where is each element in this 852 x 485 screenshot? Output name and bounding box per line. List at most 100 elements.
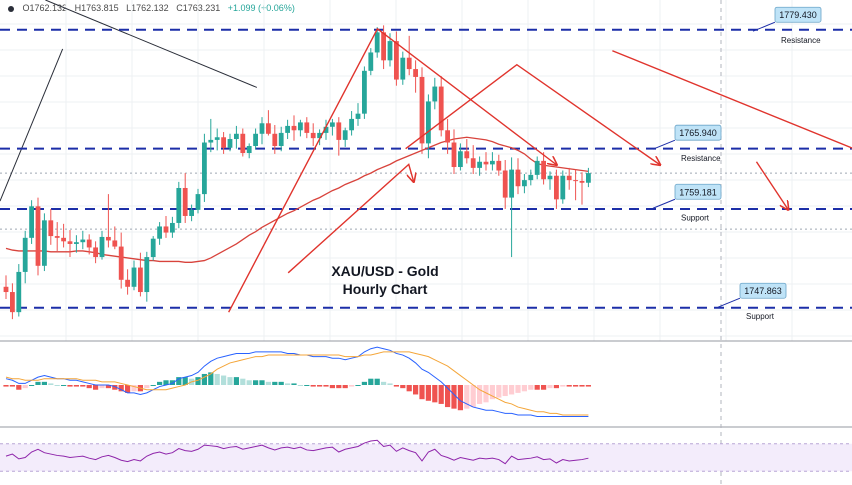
macd-histogram-bar bbox=[67, 385, 73, 387]
macd-histogram-bar bbox=[22, 385, 28, 389]
price-label-value: 1779.430 bbox=[779, 10, 817, 20]
candle bbox=[227, 133, 233, 152]
ohlc-high: H1763.815 bbox=[74, 3, 119, 13]
candle-body bbox=[451, 142, 457, 168]
macd-histogram-bar bbox=[502, 385, 508, 397]
macd-histogram-bar bbox=[381, 381, 387, 385]
candle bbox=[86, 234, 92, 255]
macd-histogram-bar bbox=[9, 385, 15, 387]
candle-body bbox=[99, 236, 105, 258]
candle-body bbox=[579, 180, 585, 183]
candle bbox=[298, 119, 303, 137]
candle bbox=[125, 269, 130, 295]
macd-histogram-bar bbox=[285, 383, 291, 385]
candle-body bbox=[291, 125, 297, 131]
price-label-value: 1759.181 bbox=[679, 187, 717, 197]
candle-body bbox=[22, 237, 28, 272]
candle-body bbox=[432, 86, 438, 102]
candle bbox=[451, 129, 457, 174]
macd-histogram-bar bbox=[93, 385, 99, 390]
price-label-box bbox=[674, 124, 722, 141]
candle bbox=[202, 133, 207, 202]
macd-histogram-bar bbox=[54, 385, 60, 386]
candle bbox=[304, 117, 310, 139]
candle-body bbox=[182, 187, 188, 216]
candle bbox=[586, 167, 591, 188]
candle-body bbox=[464, 151, 470, 159]
candle bbox=[246, 143, 252, 159]
macd-histogram-bar bbox=[310, 385, 316, 387]
macd-histogram-bar bbox=[214, 373, 220, 385]
candle-body bbox=[310, 132, 316, 139]
candle-body bbox=[381, 32, 386, 61]
price-label-caption: Support bbox=[746, 312, 775, 321]
macd-histogram-bar bbox=[342, 385, 348, 389]
rsi-line bbox=[5, 439, 589, 465]
candle-body bbox=[208, 139, 214, 143]
candle-body bbox=[202, 142, 207, 195]
candle bbox=[445, 118, 450, 154]
macd-histogram-bar bbox=[560, 385, 566, 387]
macd-histogram-bar bbox=[317, 385, 323, 387]
candle bbox=[3, 275, 9, 300]
symbol-status-dot bbox=[8, 5, 14, 12]
macd-histogram-bar bbox=[483, 385, 489, 403]
projection-arrow bbox=[612, 50, 852, 149]
candle bbox=[214, 128, 220, 151]
candle bbox=[163, 215, 169, 238]
macd-histogram-bar bbox=[35, 381, 41, 385]
macd-histogram-bar bbox=[105, 385, 111, 389]
candle bbox=[573, 169, 578, 201]
macd-histogram-bar bbox=[246, 380, 252, 385]
candle bbox=[522, 173, 527, 194]
macd-histogram-bar bbox=[29, 385, 35, 386]
candle bbox=[419, 67, 425, 154]
candle-body bbox=[522, 180, 527, 187]
candle bbox=[106, 194, 111, 248]
candle-body bbox=[189, 209, 194, 216]
candle bbox=[10, 283, 15, 320]
candle bbox=[432, 77, 438, 110]
candle bbox=[554, 169, 559, 209]
candle bbox=[483, 152, 489, 171]
candle-body bbox=[413, 69, 418, 77]
candle bbox=[381, 25, 386, 70]
macd-histogram-bar bbox=[451, 385, 457, 409]
candle-body bbox=[29, 206, 34, 238]
candle-body bbox=[566, 175, 572, 181]
macd-histogram-bar bbox=[86, 385, 92, 389]
candle bbox=[61, 223, 66, 248]
macd-histogram-bar bbox=[297, 385, 303, 386]
candle-body bbox=[304, 122, 310, 133]
candle bbox=[426, 94, 431, 159]
candle bbox=[259, 117, 265, 145]
candle bbox=[195, 188, 201, 214]
candle bbox=[509, 157, 514, 258]
candle-body bbox=[106, 236, 111, 241]
candle bbox=[74, 235, 79, 253]
macd-histogram-bar bbox=[99, 385, 105, 389]
candle-body bbox=[16, 271, 22, 313]
candle-body bbox=[445, 130, 450, 143]
candle bbox=[234, 125, 239, 149]
ohlc-low: L1762.132 bbox=[126, 3, 169, 13]
macd-histogram-bar bbox=[259, 380, 265, 385]
macd-histogram-bar bbox=[585, 385, 591, 387]
candle-body bbox=[573, 180, 578, 182]
candle bbox=[285, 119, 290, 140]
candle bbox=[362, 66, 367, 119]
candle bbox=[464, 139, 470, 164]
candle-body bbox=[125, 279, 130, 287]
price-label-caption: Support bbox=[681, 213, 710, 222]
candle bbox=[496, 154, 502, 176]
candle bbox=[579, 172, 585, 205]
candle bbox=[42, 213, 47, 272]
candle bbox=[438, 76, 444, 137]
candle-body bbox=[586, 173, 591, 183]
candle-body bbox=[419, 76, 425, 144]
candle-body bbox=[330, 122, 335, 127]
price-grid bbox=[0, 0, 852, 341]
candle bbox=[170, 216, 175, 238]
macd-histogram-bar bbox=[61, 385, 67, 386]
macd-histogram-bar bbox=[336, 385, 342, 389]
